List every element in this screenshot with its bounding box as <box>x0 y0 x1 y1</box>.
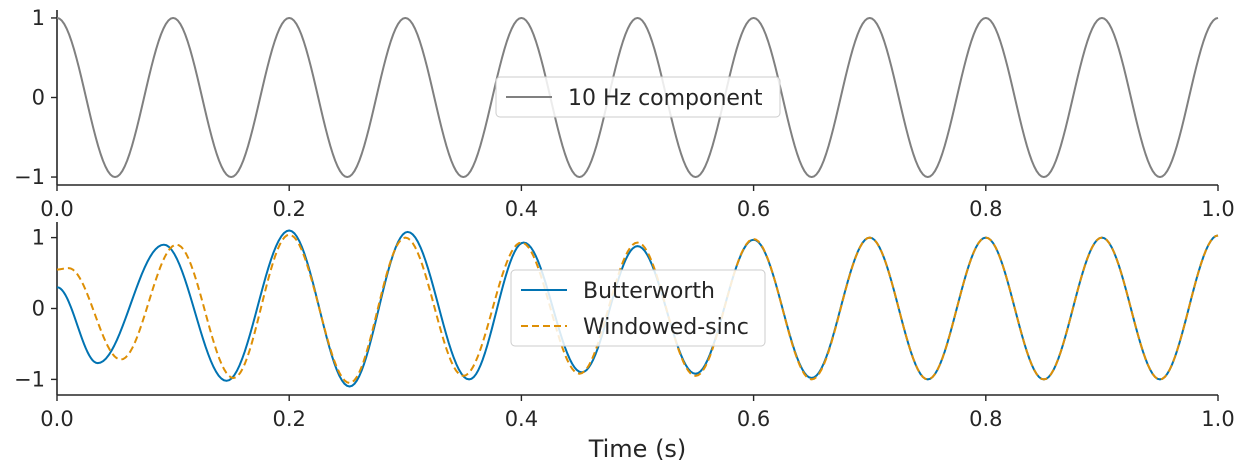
x-tick-label: 0.6 <box>737 407 770 431</box>
x-tick-label: 0.4 <box>505 197 538 221</box>
series-line-10-hz-component <box>56 16 1219 179</box>
x-tick-label: 1.0 <box>1201 407 1234 431</box>
y-tick-label: 1 <box>32 226 45 250</box>
legend-label: Windowed-sinc <box>583 315 749 340</box>
series-line-windowed-sinc <box>56 233 1219 384</box>
x-axis-label: Time (s) <box>588 435 687 463</box>
x-tick-label: 0.2 <box>272 407 305 431</box>
x-tick-label: 1.0 <box>1201 197 1234 221</box>
x-tick-label: 0.2 <box>272 197 305 221</box>
y-tick-label: −1 <box>14 367 45 391</box>
y-tick-label: 0 <box>32 297 45 321</box>
x-tick-label: 0.8 <box>969 197 1002 221</box>
y-tick-label: 1 <box>32 6 45 30</box>
x-tick-label: 0.4 <box>505 407 538 431</box>
x-tick-label: 0.6 <box>737 197 770 221</box>
x-tick-label: 0.8 <box>969 407 1002 431</box>
y-tick-label: −1 <box>14 165 45 189</box>
y-tick-label: 0 <box>32 86 45 110</box>
legend-box <box>495 76 781 118</box>
x-tick-label: 0.0 <box>40 197 73 221</box>
legend-label: 10 Hz component <box>568 86 763 111</box>
legend-box <box>510 269 766 347</box>
legend-label: Butterworth <box>583 279 715 304</box>
x-tick-label: 0.0 <box>40 407 73 431</box>
